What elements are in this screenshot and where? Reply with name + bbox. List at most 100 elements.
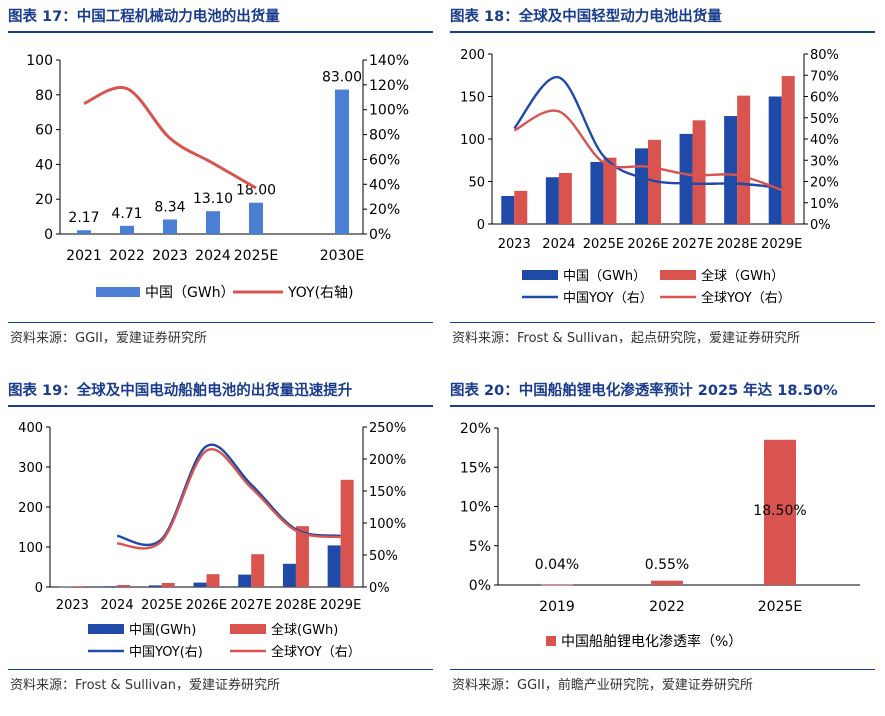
data-label: 13.10 bbox=[193, 191, 233, 207]
y-tick-label-left: 150 bbox=[460, 91, 485, 106]
legend-swatch bbox=[96, 287, 140, 297]
data-label: 0.04% bbox=[535, 557, 579, 573]
bar bbox=[546, 177, 559, 224]
bar bbox=[651, 581, 683, 585]
bar bbox=[194, 583, 207, 587]
y-tick-label-right: 80% bbox=[369, 128, 400, 144]
chart-title: 图表 17：中国工程机械动力电池的出货量 bbox=[8, 6, 433, 30]
x-tick-label: 2024 bbox=[542, 237, 575, 252]
x-tick-label: 2030E bbox=[320, 248, 364, 264]
source-note: 资料来源：Frost & Sullivan，爱建证券研究所 bbox=[10, 674, 280, 693]
bar bbox=[328, 545, 341, 587]
y-tick-label-right: 10% bbox=[810, 197, 839, 212]
data-label: 18.00 bbox=[236, 183, 276, 199]
y-tick-label-right: 80% bbox=[810, 48, 839, 63]
y-tick-label-left: 100 bbox=[18, 541, 43, 556]
y-tick-label-left: 40 bbox=[35, 157, 53, 173]
bar bbox=[77, 230, 91, 234]
y-tick-label-right: 250% bbox=[369, 421, 406, 436]
y-tick-label-left: 5% bbox=[469, 539, 491, 555]
legend-label: YOY(右轴) bbox=[287, 285, 354, 301]
x-tick-label: 2025E bbox=[758, 599, 802, 615]
bar bbox=[249, 203, 263, 234]
y-tick-label-right: 40% bbox=[810, 133, 839, 148]
y-tick-label-left: 0 bbox=[477, 218, 485, 233]
bar bbox=[72, 586, 85, 587]
bar bbox=[782, 76, 795, 224]
bar bbox=[635, 148, 648, 224]
x-tick-label: 2026E bbox=[627, 237, 668, 252]
x-tick-label: 2023 bbox=[56, 598, 89, 613]
title-rule bbox=[8, 31, 433, 33]
bar bbox=[514, 191, 527, 224]
x-tick-label: 2029E bbox=[761, 237, 802, 252]
legend-label: 全球（GWh） bbox=[701, 268, 784, 284]
y-tick-label-right: 200% bbox=[369, 453, 406, 468]
y-tick-label-right: 0% bbox=[369, 581, 390, 596]
title-rule bbox=[450, 31, 875, 33]
y-tick-label-right: 30% bbox=[810, 154, 839, 169]
x-tick-label: 2022 bbox=[109, 248, 145, 264]
panel-chart-20: 图表 20：中国船舶锂电化渗透率预计 2025 年达 18.50% 0% 5% 10… bbox=[450, 380, 875, 710]
bar bbox=[559, 173, 572, 224]
y-tick-label-left: 200 bbox=[460, 48, 485, 63]
bar bbox=[238, 575, 251, 587]
y-tick-label-right: 50% bbox=[369, 549, 398, 564]
legend-label: 中国(GWh) bbox=[129, 623, 196, 638]
y-tick-label-right: 150% bbox=[369, 485, 406, 500]
chart-title: 图表 20：中国船舶锂电化渗透率预计 2025 年达 18.50% bbox=[450, 380, 875, 404]
data-label: 8.34 bbox=[154, 199, 185, 215]
x-tick-label: 2021 bbox=[66, 248, 102, 264]
bar bbox=[120, 226, 134, 234]
y-tick-label-left: 0 bbox=[35, 581, 43, 596]
x-tick-label: 2024 bbox=[101, 598, 134, 613]
source-note: 资料来源：GGII，前瞻产业研究院，爱建证券研究所 bbox=[452, 674, 753, 693]
x-tick-label: 2028E bbox=[275, 598, 316, 613]
yoy-line bbox=[84, 87, 256, 188]
legend-label: 中国（GWh） bbox=[563, 269, 646, 284]
bar bbox=[737, 96, 750, 224]
legend-label: 中国（GWh） bbox=[145, 285, 235, 301]
y-tick-label-right: 0% bbox=[810, 218, 831, 233]
bar bbox=[117, 585, 130, 587]
y-tick-label-right: 40% bbox=[369, 177, 400, 193]
bar bbox=[162, 583, 175, 587]
footer-rule bbox=[450, 322, 875, 323]
y-tick-label-right: 60% bbox=[369, 152, 400, 168]
legend-label: 全球YOY（右） bbox=[701, 290, 791, 306]
bar bbox=[590, 162, 603, 224]
footer-rule bbox=[8, 322, 433, 323]
y-tick-label-left: 15% bbox=[460, 460, 491, 476]
legend-swatch bbox=[88, 624, 124, 634]
y-tick-label-left: 10% bbox=[460, 500, 491, 516]
y-tick-label-left: 100 bbox=[460, 133, 485, 148]
y-tick-label-left: 200 bbox=[18, 501, 43, 516]
y-tick-label-right: 20% bbox=[369, 202, 400, 218]
bar bbox=[251, 554, 264, 587]
footer-rule bbox=[8, 669, 433, 670]
x-tick-label: 2026E bbox=[186, 598, 227, 613]
chart-p18: 0 50 100 150 200 0% 10% 20% 30% 40% 50% 60% 70% 80% 20… bbox=[450, 34, 875, 319]
legend-swatch bbox=[522, 270, 558, 280]
bar bbox=[163, 219, 177, 234]
panel-chart-19: 图表 19：全球及中国电动船舶电池的出货量迅速提升 0 100 200 300 400 0… bbox=[8, 380, 433, 710]
y-tick-label-left: 0 bbox=[44, 227, 53, 243]
y-tick-label-right: 100% bbox=[369, 103, 409, 119]
bar bbox=[206, 211, 220, 234]
source-note: 资料来源：GGII，爱建证券研究所 bbox=[10, 327, 207, 346]
bar bbox=[541, 585, 573, 586]
y-tick-label-right: 70% bbox=[810, 69, 839, 84]
bar bbox=[769, 97, 782, 225]
title-rule bbox=[450, 405, 875, 407]
source-note: 资料来源：Frost & Sullivan，起点研究院，爱建证券研究所 bbox=[452, 327, 800, 346]
y-tick-label-left: 50 bbox=[468, 176, 485, 191]
panel-chart-17: 图表 17：中国工程机械动力电池的出货量 0 20 40 60 80 100 0% 20% 40… bbox=[8, 6, 433, 346]
bar bbox=[501, 196, 514, 224]
bar bbox=[693, 120, 706, 224]
y-tick-label-right: 0% bbox=[369, 227, 391, 243]
y-tick-label-left: 20 bbox=[35, 192, 53, 208]
y-tick-label-right: 50% bbox=[810, 112, 839, 127]
x-tick-label: 2024 bbox=[195, 248, 231, 264]
y-tick-label-right: 60% bbox=[810, 91, 839, 106]
bar bbox=[335, 90, 349, 234]
